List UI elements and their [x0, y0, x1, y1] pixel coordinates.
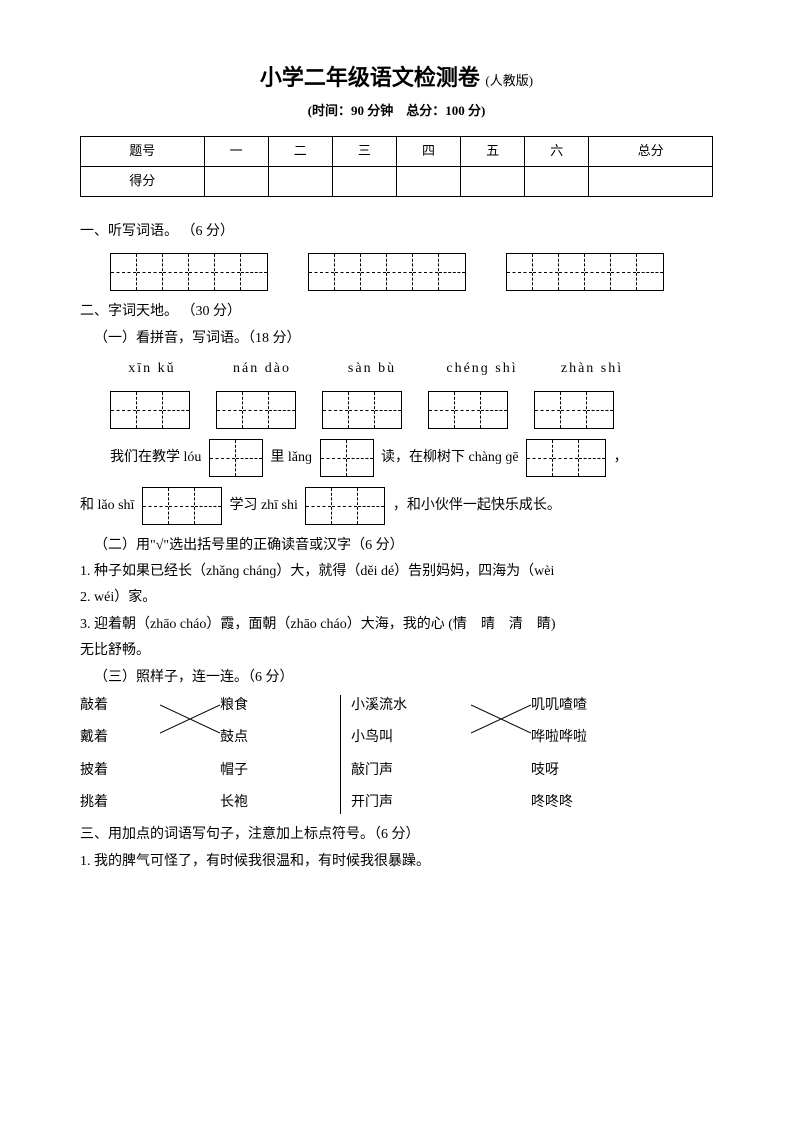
match-lines-left — [160, 695, 220, 815]
pinyin: nán dào — [220, 358, 304, 380]
write-box[interactable] — [322, 391, 402, 429]
subtitle: (时间：90 分钟 总分：100 分) — [80, 101, 713, 122]
section-3-heading: 三、用加点的词语写句子，注意加上标点符号。（6 分） — [80, 824, 713, 846]
fill-sentence-b: 和 lǎo shī 学习 zhī shi ，和小伙伴一起快乐成长。 — [80, 487, 713, 525]
td-blank[interactable] — [589, 166, 713, 196]
title-sub: (人教版) — [485, 73, 533, 88]
match-col-left: 敲着 戴着 披着 挑着 — [80, 695, 160, 815]
pinyin: xīn kǔ — [110, 358, 194, 380]
text: 里 lǎnɡ — [270, 450, 312, 465]
write-box[interactable] — [506, 253, 664, 291]
th: 五 — [461, 136, 525, 166]
write-box[interactable] — [526, 439, 606, 477]
text: ，和小伙伴一起快乐成长。 — [393, 498, 561, 513]
th: 三 — [332, 136, 396, 166]
match-item: 咚咚咚 — [531, 792, 651, 814]
score-table-score-row: 得分 — [81, 166, 713, 196]
write-box[interactable] — [534, 391, 614, 429]
q3-1: 1. 我的脾气可怪了，有时候我很温和，有时候我很暴躁。 — [80, 851, 713, 873]
match-col-right2: 叽叽喳喳 哗啦哗啦 吱呀 咚咚咚 — [531, 695, 651, 815]
td-blank[interactable] — [461, 166, 525, 196]
match-item: 吱呀 — [531, 760, 651, 782]
match-item: 开门声 — [351, 792, 471, 814]
match-item: 敲门声 — [351, 760, 471, 782]
write-box[interactable] — [320, 439, 374, 477]
match-item: 敲着 — [80, 695, 160, 717]
th: 总分 — [589, 136, 713, 166]
match-item: 披着 — [80, 760, 160, 782]
match-col-left2: 粮食 鼓点 帽子 长袍 — [220, 695, 330, 815]
page-title: 小学二年级语文检测卷 (人教版) — [80, 60, 713, 95]
text: 和 lǎo shī — [80, 498, 134, 513]
score-table-header-row: 题号 一 二 三 四 五 六 总分 — [81, 136, 713, 166]
match-item: 戴着 — [80, 727, 160, 749]
dictation-boxes — [110, 253, 713, 291]
q2-3: 3. 迎着朝（zhāo cháo）霞，面朝（zhāo cháo）大海，我的心 (… — [80, 614, 713, 636]
section-2-part3: （三）照样子，连一连。（6 分） — [80, 667, 713, 689]
text: 学习 zhī shi — [229, 498, 297, 513]
section-2-part2: （二）用"√"选出括号里的正确读音或汉字（6 分） — [80, 535, 713, 557]
pinyin-write-boxes — [110, 391, 713, 429]
match-item: 哗啦哗啦 — [531, 727, 651, 749]
pinyin: sàn bù — [330, 358, 414, 380]
th: 六 — [525, 136, 589, 166]
pinyin-row: xīn kǔ nán dào sàn bù chénɡ shì zhàn shì — [110, 358, 713, 380]
title-main: 小学二年级语文检测卷 — [260, 65, 480, 90]
write-box[interactable] — [308, 253, 466, 291]
td-blank[interactable] — [332, 166, 396, 196]
text: 读，在柳树下 chànɡ ɡē — [381, 450, 519, 465]
th: 四 — [396, 136, 460, 166]
match-item: 帽子 — [220, 760, 330, 782]
write-box[interactable] — [142, 487, 222, 525]
q2-1: 1. 种子如果已经长（zhǎnɡ chánɡ）大，就得（děi dé）告别妈妈，… — [80, 561, 713, 583]
section-1-heading: 一、听写词语。 （6 分） — [80, 221, 713, 243]
match-item: 叽叽喳喳 — [531, 695, 651, 717]
write-box[interactable] — [216, 391, 296, 429]
section-2-heading: 二、字词天地。 （30 分） — [80, 301, 713, 323]
score-table: 题号 一 二 三 四 五 六 总分 得分 — [80, 136, 713, 197]
text: ， — [614, 450, 628, 465]
q2-3b: 无比舒畅。 — [80, 640, 713, 662]
section-2-part1: （一）看拼音，写词语。（18 分） — [80, 328, 713, 350]
th: 二 — [268, 136, 332, 166]
text: 我们在教学 lóu — [110, 450, 201, 465]
td-blank[interactable] — [268, 166, 332, 196]
match-divider — [340, 695, 341, 815]
match-item: 小鸟叫 — [351, 727, 471, 749]
section-3: 三、用加点的词语写句子，注意加上标点符号。（6 分） 1. 我的脾气可怪了，有时… — [80, 824, 713, 873]
q2-2: 2. wéi）家。 — [80, 587, 713, 609]
write-box[interactable] — [209, 439, 263, 477]
match-item: 粮食 — [220, 695, 330, 717]
match-item: 挑着 — [80, 792, 160, 814]
td-label: 得分 — [81, 166, 205, 196]
section-1: 一、听写词语。 （6 分） — [80, 221, 713, 291]
th: 一 — [204, 136, 268, 166]
td-blank[interactable] — [204, 166, 268, 196]
write-box[interactable] — [305, 487, 385, 525]
match-lines-right — [471, 695, 531, 815]
match-item: 鼓点 — [220, 727, 330, 749]
td-blank[interactable] — [525, 166, 589, 196]
th: 题号 — [81, 136, 205, 166]
matching-exercise: 敲着 戴着 披着 挑着 粮食 鼓点 帽子 长袍 小溪流水 小鸟叫 敲门声 开门声… — [80, 695, 713, 815]
section-2: 二、字词天地。 （30 分） （一）看拼音，写词语。（18 分） xīn kǔ … — [80, 301, 713, 814]
pinyin: zhàn shì — [550, 358, 634, 380]
pinyin: chénɡ shì — [440, 358, 524, 380]
match-col-right: 小溪流水 小鸟叫 敲门声 开门声 — [351, 695, 471, 815]
write-box[interactable] — [110, 253, 268, 291]
write-box[interactable] — [110, 391, 190, 429]
td-blank[interactable] — [396, 166, 460, 196]
write-box[interactable] — [428, 391, 508, 429]
match-item: 长袍 — [220, 792, 330, 814]
match-item: 小溪流水 — [351, 695, 471, 717]
fill-sentence-a: 我们在教学 lóu 里 lǎnɡ 读，在柳树下 chànɡ ɡē ， — [110, 439, 713, 477]
